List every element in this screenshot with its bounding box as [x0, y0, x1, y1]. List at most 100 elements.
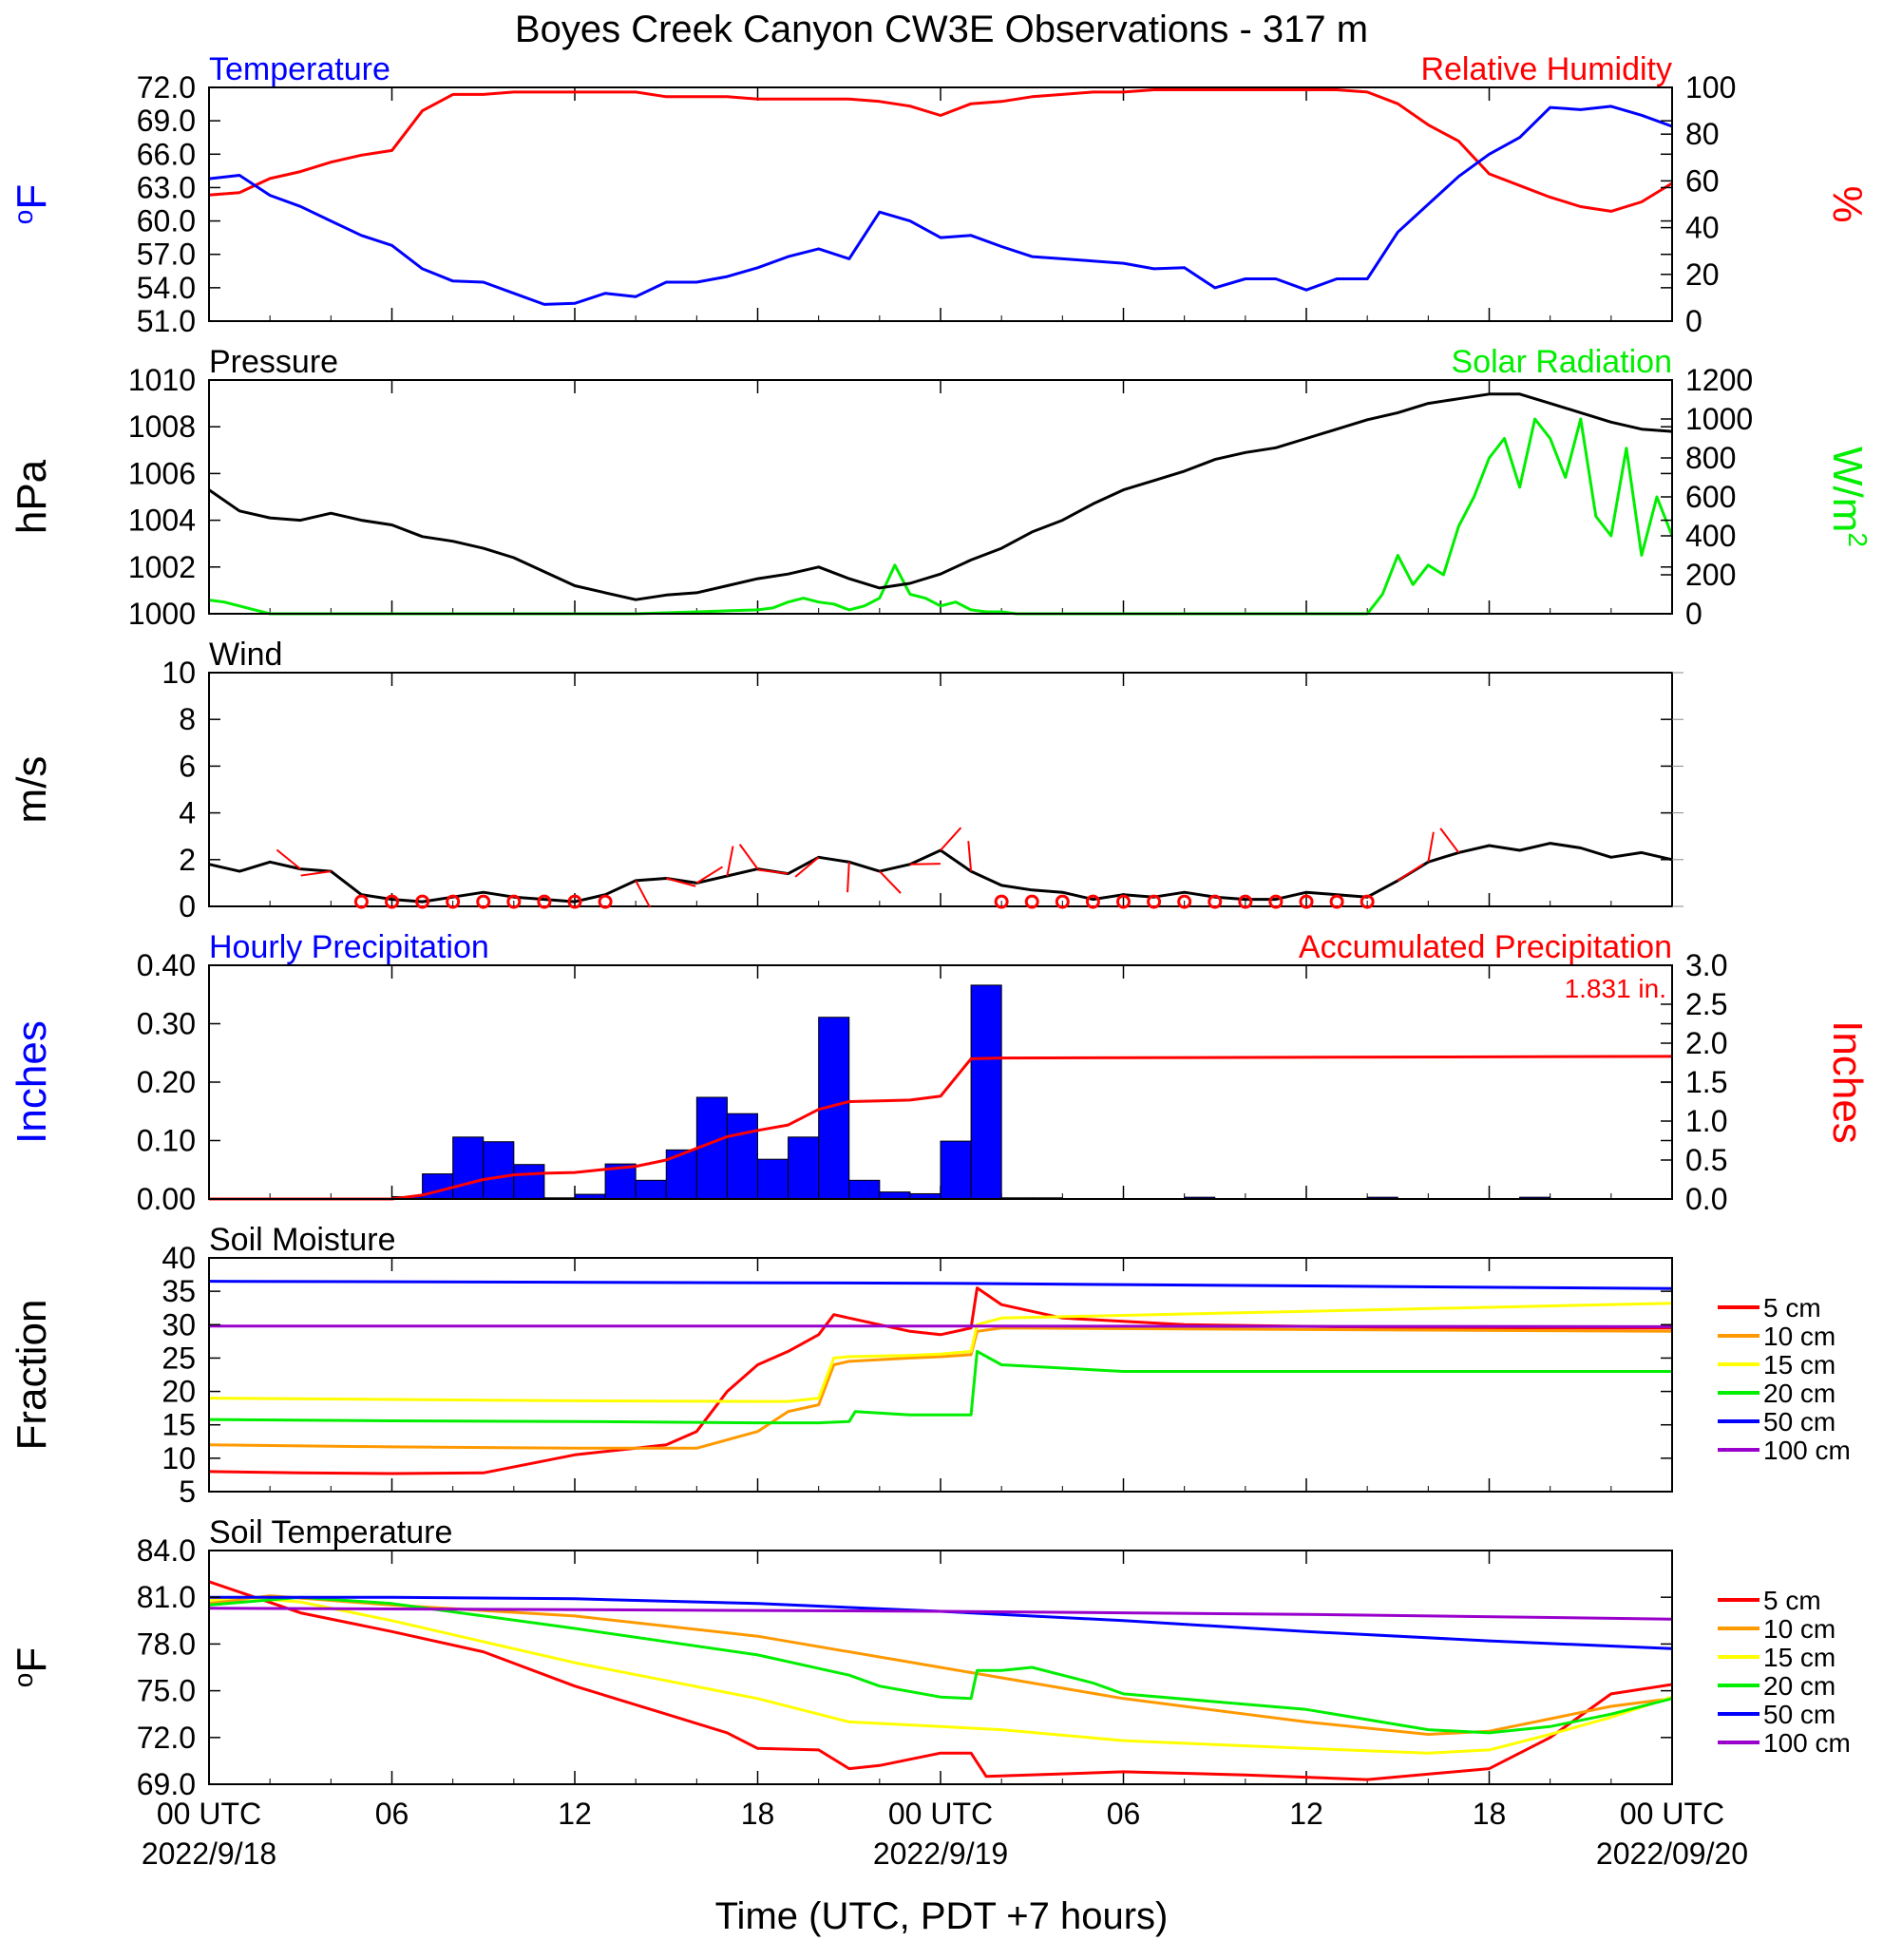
soilm-legend-label: 20 cm [1763, 1379, 1835, 1408]
soilm-left-title: Soil Moisture [209, 1222, 396, 1258]
soilt-legend-label: 50 cm [1763, 1700, 1835, 1729]
solar-right-tick-label: 800 [1685, 441, 1736, 475]
precip-left-tick-label: 0.40 [137, 948, 196, 982]
soilt-left-tick-label: 84.0 [137, 1533, 196, 1568]
soil-temperature-100cm-line [208, 1607, 1673, 1621]
wind-direction-barb [967, 841, 973, 872]
wind-calm-circle [1055, 894, 1070, 909]
pres-left-tick-label: 1008 [128, 409, 196, 444]
precip-left-tick-label: 0.30 [137, 1007, 196, 1041]
time-tick-label: 00 UTC [888, 1797, 993, 1831]
accum-right-tick-label: 0.5 [1685, 1143, 1727, 1177]
time-tick-label: 00 UTC [157, 1797, 261, 1831]
solar-R-unit-label: W/m2 [1824, 447, 1873, 547]
soilm-left-tick-label: 30 [162, 1307, 196, 1342]
precip-hourly-bar [726, 1113, 759, 1200]
pres-left-tick-label: 1004 [128, 504, 196, 538]
accum-R-unit-label: Inches [1824, 1020, 1871, 1144]
wind-calm-circle [537, 894, 552, 909]
soilt-legend-label: 10 cm [1763, 1614, 1835, 1644]
pres-left-title: Pressure [209, 344, 338, 380]
soil-moisture-50cm-line [208, 1280, 1673, 1290]
soilm-left-tick-label: 40 [162, 1241, 196, 1275]
wind-calm-circle [1329, 894, 1344, 909]
soilm-L-unit-label: Fraction [9, 1300, 55, 1451]
accum-right-tick-label: 1.0 [1685, 1104, 1727, 1138]
soil-moisture-15cm-line [208, 1302, 1673, 1403]
rh-right-tick-label: 20 [1685, 257, 1720, 292]
wind-direction-barb [276, 848, 301, 870]
wind-calm-circle [598, 894, 613, 909]
time-date-label: 2022/9/19 [873, 1836, 1008, 1871]
wind-left-tick-label: 0 [179, 889, 196, 923]
soilt-left-tick-label: 69.0 [137, 1767, 196, 1801]
solar-right-tick-label: 1200 [1685, 363, 1753, 397]
wind-direction-barb [794, 856, 820, 878]
soilt-panel-frame [208, 1550, 1673, 1785]
pres-left-tick-label: 1010 [128, 363, 196, 397]
soilm-left-tick-label: 15 [162, 1408, 196, 1442]
soilt-legend-label: 100 cm [1763, 1728, 1851, 1758]
precip-left-tick-label: 0.10 [137, 1124, 196, 1158]
wind-direction-barb [879, 870, 902, 894]
wind-direction-barb [1439, 828, 1460, 854]
pres-L-unit-label: hPa [9, 459, 55, 534]
soilt-left-title: Soil Temperature [209, 1514, 452, 1551]
temperature-series-line [208, 105, 1673, 306]
wind-calm-circle [1238, 894, 1253, 909]
wind-calm-circle [1268, 894, 1284, 909]
wind-calm-circle [353, 894, 369, 909]
wind-direction-barb [757, 868, 789, 875]
wind-direction-barb [738, 844, 759, 870]
temp-left-tick-label: 72.0 [137, 70, 196, 105]
x-axis-title: Time (UTC, PDT +7 hours) [715, 1895, 1169, 1937]
temp-left-tick-label: 66.0 [137, 137, 196, 171]
accumulated-precip-line [209, 1055, 1673, 1201]
temp-left-tick-label: 69.0 [137, 104, 196, 138]
time-date-label: 2022/09/20 [1596, 1836, 1748, 1871]
figure-title: Boyes Creek Canyon CW3E Observations - 3… [515, 9, 1368, 50]
soilm-legend-label: 50 cm [1763, 1407, 1835, 1437]
accum-right-tick-label: 0.0 [1685, 1182, 1727, 1216]
precip-hourly-bar [757, 1158, 789, 1200]
time-tick-label: 12 [558, 1797, 592, 1831]
solar-right-tick-label: 200 [1685, 558, 1736, 592]
wind-calm-circle [567, 894, 582, 909]
accum-right-tick-label: 3.0 [1685, 948, 1727, 982]
wind-direction-barb [1427, 831, 1435, 863]
soil-moisture-5cm-line [208, 1286, 1672, 1475]
soil-temperature-15cm-line [208, 1595, 1673, 1755]
wind-left-title: Wind [209, 637, 282, 673]
temp-left-tick-label: 51.0 [137, 304, 196, 338]
soilm-left-tick-label: 35 [162, 1274, 196, 1308]
wind-speed-series-line [208, 842, 1673, 904]
wind-calm-circle [1147, 894, 1162, 909]
wind-calm-circle [1177, 894, 1192, 909]
rh-right-tick-label: 40 [1685, 211, 1720, 245]
solar-right-tick-label: 1000 [1685, 402, 1753, 436]
wind-left-tick-label: 6 [179, 749, 196, 783]
pres-panel-frame [208, 379, 1673, 615]
wind-panel-frame [208, 672, 1673, 907]
soilt-legend-label: 15 cm [1763, 1643, 1835, 1672]
wind-direction-barb [940, 827, 962, 851]
wind-calm-circle [385, 894, 399, 909]
temp-left-title: Temperature [209, 51, 390, 87]
soil-moisture-10cm-line [208, 1326, 1673, 1450]
temp-panel-frame [208, 86, 1673, 322]
precip-hourly-bar [940, 1140, 972, 1200]
wind-calm-circle [1024, 894, 1039, 909]
rh-right-tick-label: 100 [1685, 70, 1736, 105]
soil-moisture-100cm-line [209, 1324, 1673, 1328]
soilm-legend-label: 10 cm [1763, 1322, 1835, 1351]
soil-temperature-5cm-line [208, 1580, 1673, 1781]
soilt-L-unit-label: oF [9, 1647, 55, 1687]
soilt-left-tick-label: 72.0 [137, 1721, 196, 1755]
time-date-label: 2022/9/18 [142, 1836, 276, 1871]
precip-L-unit-label: Inches [9, 1020, 55, 1144]
wind-direction-barb [726, 846, 734, 877]
wind-calm-circle [476, 894, 491, 909]
soilm-panel-frame [208, 1257, 1673, 1493]
wind-calm-circle [1208, 894, 1223, 909]
